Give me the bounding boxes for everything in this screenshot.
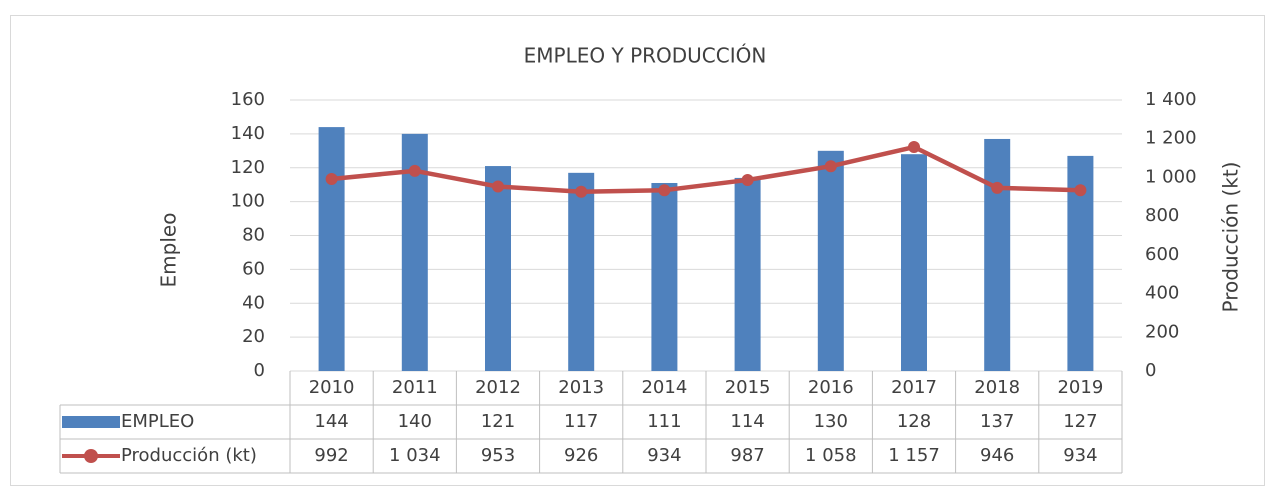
x-tick-label: 2015 bbox=[725, 377, 771, 398]
bar bbox=[651, 182, 678, 371]
bar bbox=[901, 154, 927, 371]
table-value: 953 bbox=[481, 445, 515, 466]
y-tick-label: 80 bbox=[242, 225, 265, 246]
line-marker bbox=[492, 180, 504, 193]
line-marker bbox=[824, 160, 837, 173]
bar bbox=[568, 172, 595, 371]
x-tick-label: 2013 bbox=[558, 377, 604, 398]
x-tick-label: 2014 bbox=[641, 377, 687, 398]
x-tick-label: 2012 bbox=[475, 377, 521, 398]
bar bbox=[734, 177, 761, 371]
legend-key bbox=[84, 449, 98, 463]
line-marker bbox=[408, 164, 421, 177]
legend-key bbox=[62, 416, 120, 428]
x-tick-label: 2017 bbox=[891, 377, 937, 398]
chart-title: EMPLEO Y PRODUCCIÓN bbox=[524, 44, 767, 68]
table-value: 140 bbox=[398, 411, 432, 432]
chart-area bbox=[10, 15, 1265, 486]
x-tick-label: 2011 bbox=[392, 377, 438, 398]
table-value: 934 bbox=[1063, 445, 1097, 466]
x-tick-label: 2016 bbox=[808, 377, 854, 398]
legend-label: EMPLEO bbox=[121, 411, 194, 432]
line-marker bbox=[325, 172, 338, 185]
line-marker bbox=[991, 181, 1004, 194]
table-value: 926 bbox=[564, 445, 598, 466]
legend-label: Producción (kt) bbox=[121, 445, 257, 466]
table-value: 111 bbox=[647, 411, 681, 432]
x-tick-label: 2010 bbox=[309, 377, 355, 398]
bar bbox=[485, 166, 511, 371]
table-value: 128 bbox=[897, 411, 931, 432]
y-tick-label: 120 bbox=[231, 157, 265, 178]
y2-tick-label: 600 bbox=[1145, 244, 1179, 265]
table-value: 1 034 bbox=[389, 445, 441, 466]
table-value: 1 157 bbox=[888, 445, 940, 466]
bar bbox=[984, 138, 1011, 371]
table-value: 987 bbox=[730, 445, 764, 466]
y-tick-label: 100 bbox=[231, 191, 265, 212]
line-marker bbox=[575, 185, 588, 198]
table-value: 934 bbox=[647, 445, 681, 466]
y-tick-label: 0 bbox=[254, 360, 265, 381]
table-value: 121 bbox=[481, 411, 515, 432]
line-marker bbox=[741, 173, 754, 186]
y2-tick-label: 400 bbox=[1145, 283, 1179, 304]
y2-axis-title: Producción (kt) bbox=[1219, 162, 1243, 313]
y-tick-label: 60 bbox=[242, 258, 265, 279]
line bbox=[331, 144, 1081, 195]
table-value: 130 bbox=[814, 411, 848, 432]
table-value: 946 bbox=[980, 445, 1014, 466]
table-value: 1 058 bbox=[805, 445, 857, 466]
line-marker bbox=[658, 184, 671, 197]
y2-tick-label: 800 bbox=[1145, 205, 1179, 226]
line-marker bbox=[1074, 184, 1087, 197]
x-tick-label: 2018 bbox=[974, 377, 1020, 398]
table-value: 117 bbox=[564, 411, 598, 432]
y-tick-label: 20 bbox=[242, 326, 265, 347]
table-value: 137 bbox=[980, 411, 1014, 432]
y-tick-label: 40 bbox=[242, 292, 265, 313]
table-value: 114 bbox=[730, 411, 764, 432]
y2-tick-label: 200 bbox=[1145, 321, 1179, 342]
line-marker bbox=[908, 141, 920, 154]
y2-tick-label: 1 400 bbox=[1145, 89, 1197, 110]
bar bbox=[318, 127, 345, 371]
x-tick-label: 2019 bbox=[1057, 377, 1103, 398]
table-value: 144 bbox=[314, 411, 348, 432]
table-value: 127 bbox=[1063, 411, 1097, 432]
y-axis-title: Empleo bbox=[157, 213, 181, 288]
y2-tick-label: 0 bbox=[1145, 360, 1156, 381]
bar bbox=[817, 150, 844, 371]
y-tick-label: 160 bbox=[231, 89, 265, 110]
y2-tick-label: 1 000 bbox=[1145, 166, 1197, 187]
y2-tick-label: 1 200 bbox=[1145, 128, 1197, 149]
table-value: 992 bbox=[314, 445, 348, 466]
y-tick-label: 140 bbox=[231, 123, 265, 144]
